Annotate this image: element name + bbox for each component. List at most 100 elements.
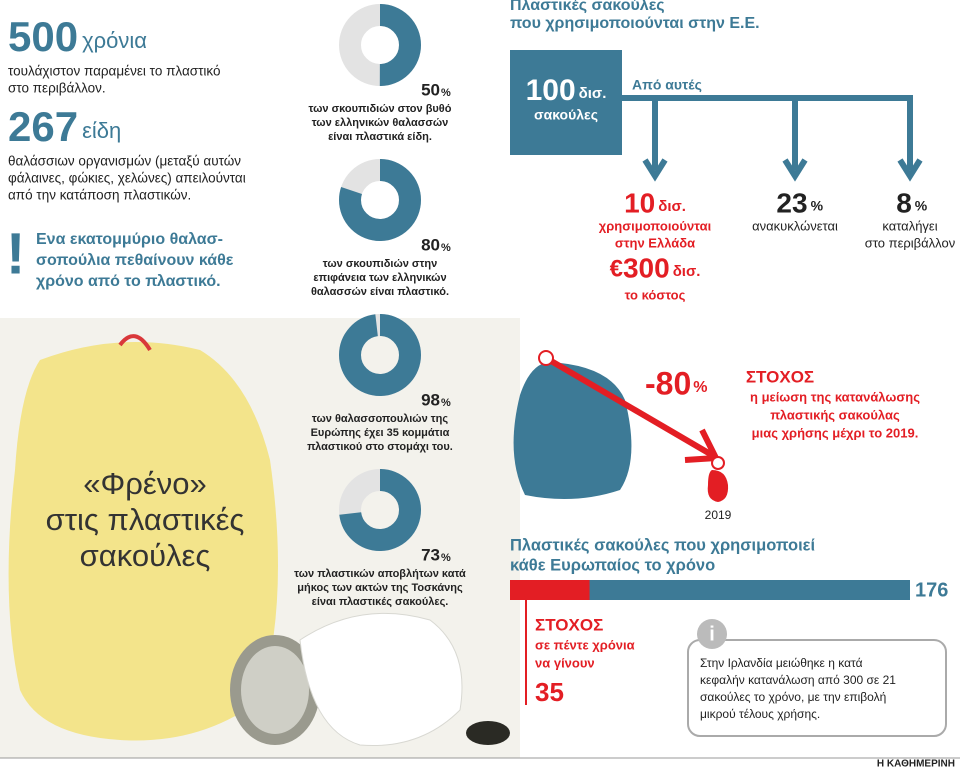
alert-text: Ενα εκατομμύριο θαλασ- [36,231,223,248]
info-text: μικρού τέλους χρήσης. [700,707,820,721]
photo-title: στις πλαστικές [46,502,245,537]
small-bag-knot [711,456,725,470]
info-icon: i [709,623,715,645]
small-bag [707,470,729,502]
donut-caption: των θαλασσοπουλιών της [312,413,448,425]
donut-caption: είναι πλαστικά είδη. [328,131,432,143]
flow-line [622,95,913,170]
alert-text: χρόνο από το πλαστικό. [36,273,221,290]
info-icon-circle [697,619,727,649]
arrow-start [538,350,554,366]
stat-unit: χρόνια [82,28,147,53]
yellow-bag [8,342,278,741]
environment-unit: % [915,198,928,214]
target-text: πλαστικής σακούλας [770,407,900,422]
donut-caption: των ελληνικών θαλασσών [312,117,449,129]
flow-arrow [782,158,808,182]
greece-text: στην Ελλάδα [615,235,695,250]
stat-text: φάλαινες, φώκιες, χελώνες) απειλούνται [8,171,246,186]
donut-arc [339,469,421,551]
eu-title: που χρησιμοποιούνται στην Ε.Ε. [510,15,760,32]
cost-prefix: € [610,255,623,282]
donut-caption: Ευρώπης έχει 35 κομμάτια [311,427,450,439]
stat-text: στο περιβάλλον. [8,81,106,96]
donut-caption: πλαστικού στο στομάχι του. [307,441,453,453]
reduction-unit: % [693,379,707,396]
recycled-unit: % [811,198,824,214]
stat-unit: είδη [82,118,121,143]
target-heading: ΣΤΟΧΟΣ [535,615,603,634]
info-text: κεφαλήν κατανάλωση από 300 σε 21 [700,673,896,687]
branch-label: Από αυτές [632,77,702,93]
donut-caption: επιφάνεια των ελληνικών [313,272,446,284]
bag-tie [118,334,152,352]
stat-number: 267 [8,103,78,150]
alert-text: σοπούλια πεθαίνουν κάθε [36,252,234,269]
recycled-text: ανακυκλώνεται [752,218,838,233]
photo-title: «Φρένο» [83,466,206,501]
stat-text: τουλάχιστον παραμένει το πλαστικό [8,64,221,79]
greece-text: χρησιμοποιούνται [599,218,712,233]
current-value: 176 [915,579,948,601]
current-bar [510,580,910,600]
target-bar [510,580,590,600]
target-year: 2019 [705,508,732,522]
recycled-number: 23 [776,187,807,218]
donut-caption: των σκουπιδιών στην [323,258,437,270]
flow-arrow [897,158,923,182]
alert-mark: ! [6,221,25,286]
white-bag [299,612,463,747]
big-bag [513,362,632,499]
total-unit: δισ. [579,85,607,102]
target-text: να γίνουν [535,655,595,670]
target-text: σε πέντε χρόνια [535,637,635,652]
target-text: μιας χρήσης μέχρι το 2019. [752,425,919,440]
environment-text: στο περιβάλλον [865,235,955,250]
cost-number: 300 [623,252,670,283]
can-lid [241,646,309,734]
target-heading: ΣΤΟΧΟΣ [746,367,814,386]
donut-value: 50 [421,80,440,99]
cost-unit: δισ. [673,263,701,280]
stat-number: 500 [8,13,78,60]
donut-unit: % [441,397,451,409]
donut-caption: θαλασσών είναι πλαστικό. [311,286,449,298]
donut-arc [339,4,421,86]
stat-text: θαλάσσιων οργανισμών (μεταξύ αυτών [8,154,241,169]
donut-unit: % [441,552,451,564]
donut-caption: των πλαστικών αποβλήτων κατά [294,568,466,580]
greece-unit: δισ. [658,198,686,215]
total-box [510,50,622,155]
donut-unit: % [441,242,451,254]
donut-caption: των σκουπιδιών στον βυθό [309,103,452,115]
environment-number: 8 [896,187,912,218]
reduction-arrow [544,355,714,458]
donut-caption: μήκος των ακτών της Τοσκάνης [297,582,463,594]
total-number: 100 [526,74,576,107]
reduction-value: -80 [645,365,691,401]
eu-title: Πλαστικές σακούλες [510,0,665,14]
donut-value: 73 [421,545,440,564]
stat-text: από την κατάποση πλαστικών. [8,188,191,203]
greece-number: 10 [624,187,655,218]
donut-caption: είναι πλαστικές σακούλες. [312,596,449,608]
donut-arc [339,314,421,396]
target-text: η μείωση της κατανάλωσης [750,389,920,404]
source: Η ΚΑΘΗΜΕΡΙΝΗ [877,759,955,770]
donut-unit: % [441,87,451,99]
total-label: σακούλες [534,107,598,123]
environment-text: καταλήγει [882,218,937,233]
flow-arrow [642,158,668,182]
per-capita-title: κάθε Ευρωπαίος το χρόνο [510,556,715,574]
bottle-cap [466,721,510,745]
donut-value: 98 [421,390,440,409]
photo-title: σακούλες [80,538,211,573]
per-capita-title: Πλαστικές σακούλες που χρησιμοποιεί [510,536,815,554]
target-value: 35 [535,677,564,707]
donut-value: 80 [421,235,440,254]
cost-label: το κόστος [625,287,686,302]
info-text: Στην Ιρλανδία μειώθηκε η κατά [700,656,863,670]
donut-arc [339,159,421,241]
